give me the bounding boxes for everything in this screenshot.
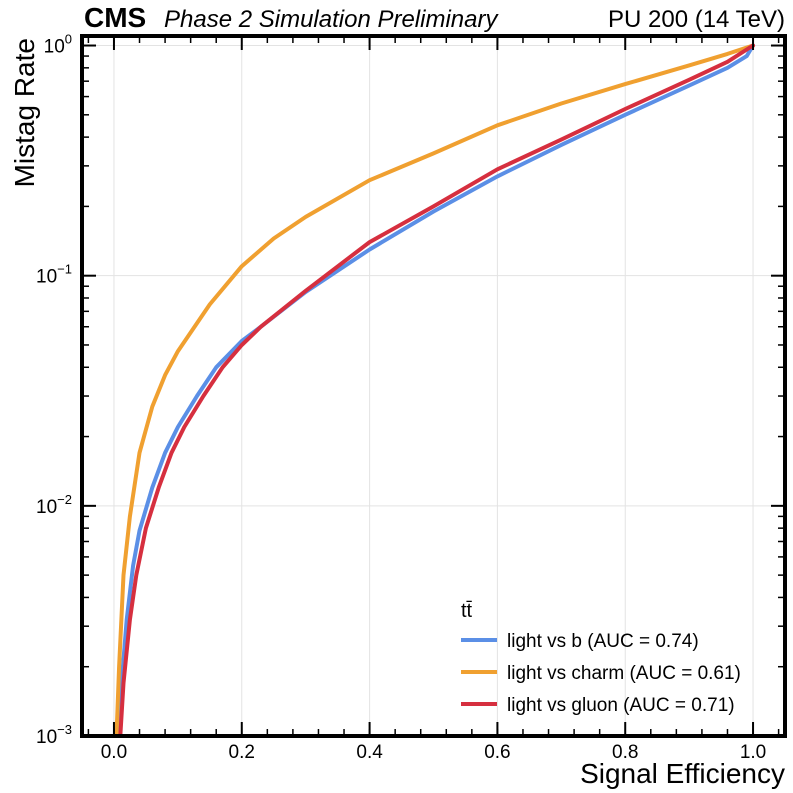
legend-entry-label: light vs charm (AUC = 0.61) (507, 663, 741, 684)
legend-entry-label: light vs gluon (AUC = 0.71) (507, 695, 735, 716)
y-tick-label: 10−3 (36, 722, 72, 748)
x-tick-label: 0.2 (229, 742, 255, 763)
axis-ticks (82, 36, 785, 737)
legend-title: tt̄ (461, 600, 473, 622)
y-tick-label: 10−1 (36, 262, 72, 288)
roc-curve-2 (114, 43, 755, 736)
y-axis-label: Mistag Rate (9, 38, 40, 187)
y-tick-label: 100 (44, 32, 72, 58)
roc-curves (114, 43, 755, 736)
status-label: Phase 2 Simulation Preliminary (164, 6, 499, 33)
roc-curve-3 (118, 43, 755, 736)
x-tick-label: 0.8 (612, 742, 638, 763)
x-axis-label: Signal Efficiency (580, 758, 785, 789)
experiment-label: CMS (84, 2, 146, 33)
x-tick-labels: 0.0 0.2 0.4 0.6 0.8 1.0 (101, 742, 767, 763)
conditions-label: PU 200 (14 TeV) (608, 6, 785, 33)
legend-entry-label: light vs b (AUC = 0.74) (507, 631, 699, 652)
x-tick-label: 0.6 (484, 742, 510, 763)
plot-frame (80, 34, 787, 738)
x-tick-label: 0.0 (101, 742, 127, 763)
x-tick-label: 0.4 (356, 742, 383, 763)
x-tick-label: 1.0 (740, 742, 766, 763)
legend: tt̄ light vs b (AUC = 0.74) light vs char… (461, 600, 741, 716)
y-tick-labels: 10−3 10−2 10−1 100 (36, 32, 72, 748)
y-tick-label: 10−2 (36, 492, 72, 518)
